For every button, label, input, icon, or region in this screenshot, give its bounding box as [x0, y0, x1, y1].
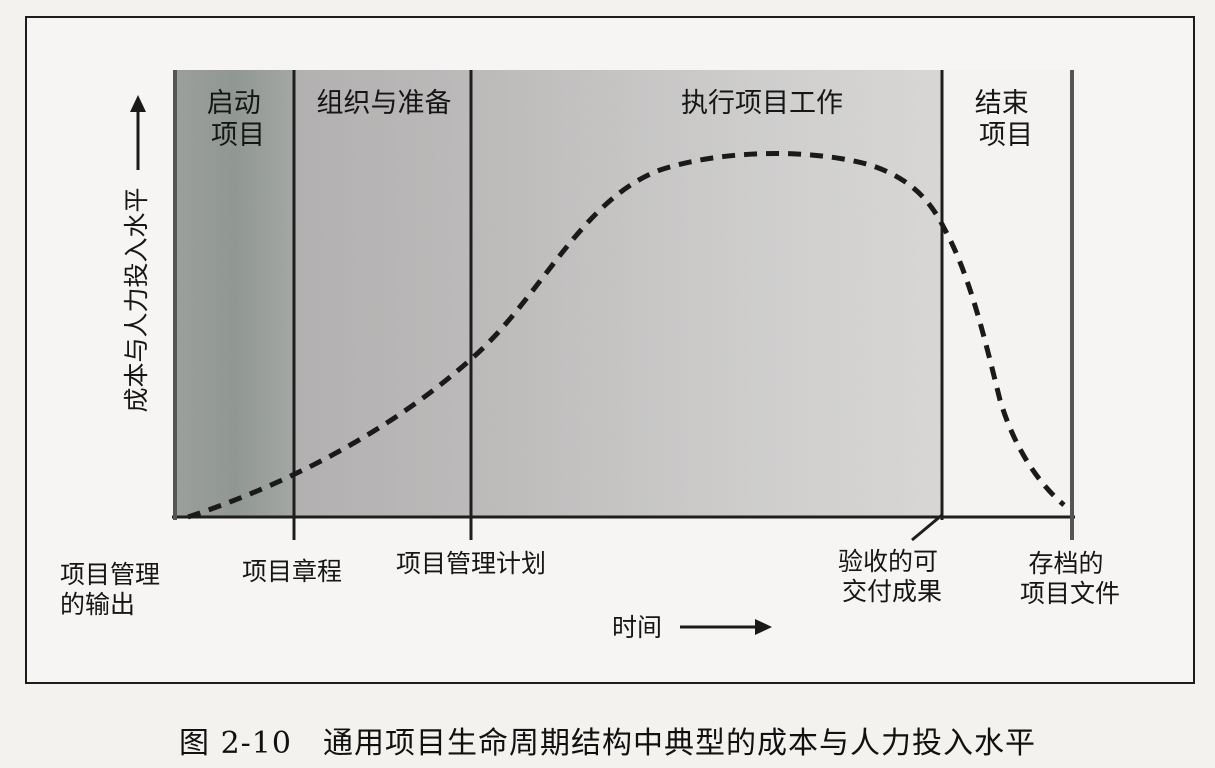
output-label-deliverables: 验收的可 交付成果	[838, 547, 946, 606]
phase-label-close: 结束 项目	[975, 88, 1038, 151]
phase-label-initiate: 启动 项目	[207, 88, 270, 151]
phase-label-initiate-line1: 启动	[207, 88, 261, 119]
y-axis-label: 成本与人力投入水平	[122, 187, 151, 412]
phase-label-close-line1: 结束	[975, 88, 1029, 119]
figure-caption: 图 2-10 通用项目生命周期结构中典型的成本与人力投入水平	[179, 726, 1036, 761]
x-axis-label: 时间	[612, 613, 662, 642]
output-label-plan: 项目管理计划	[396, 549, 546, 578]
pointer-deliverables	[911, 513, 943, 542]
output-label-deliverables-line1: 验收的可	[838, 547, 938, 576]
phase-label-execute: 执行项目工作	[681, 88, 843, 119]
grain-overlay	[175, 70, 942, 517]
phase-region-close	[942, 70, 1072, 517]
output-label-archive-line1: 存档的	[1029, 549, 1104, 578]
output-label-archive-line2: 项目文件	[1020, 579, 1120, 608]
phase-label-organize: 组织与准备	[317, 88, 452, 119]
lifecycle-diagram: 启动 项目 组织与准备 执行项目工作 结束 项目 项目管理 的输出 项目章程 项…	[60, 70, 1120, 642]
output-label-deliverables-line2: 交付成果	[842, 577, 942, 606]
x-axis-arrowhead-icon	[755, 619, 772, 635]
output-label-charter-line1: 项目章程	[242, 557, 342, 586]
y-axis-arrowhead-icon	[130, 95, 146, 112]
effort-curve	[187, 151, 1066, 520]
phase-label-close-line2: 项目	[979, 120, 1033, 151]
phase-label-organize-line1: 组织与准备	[317, 88, 452, 119]
phase-label-execute-line1: 执行项目工作	[681, 88, 843, 119]
output-label-charter: 项目章程	[242, 557, 342, 586]
output-label-pm-line1: 项目管理	[60, 560, 160, 589]
output-label-pm: 项目管理 的输出	[60, 560, 168, 619]
output-label-plan-line1: 项目管理计划	[396, 549, 546, 578]
phase-label-initiate-line2: 项目	[211, 120, 265, 151]
output-label-pm-line2: 的输出	[60, 590, 135, 619]
output-label-archive: 存档的 项目文件	[1020, 549, 1120, 608]
